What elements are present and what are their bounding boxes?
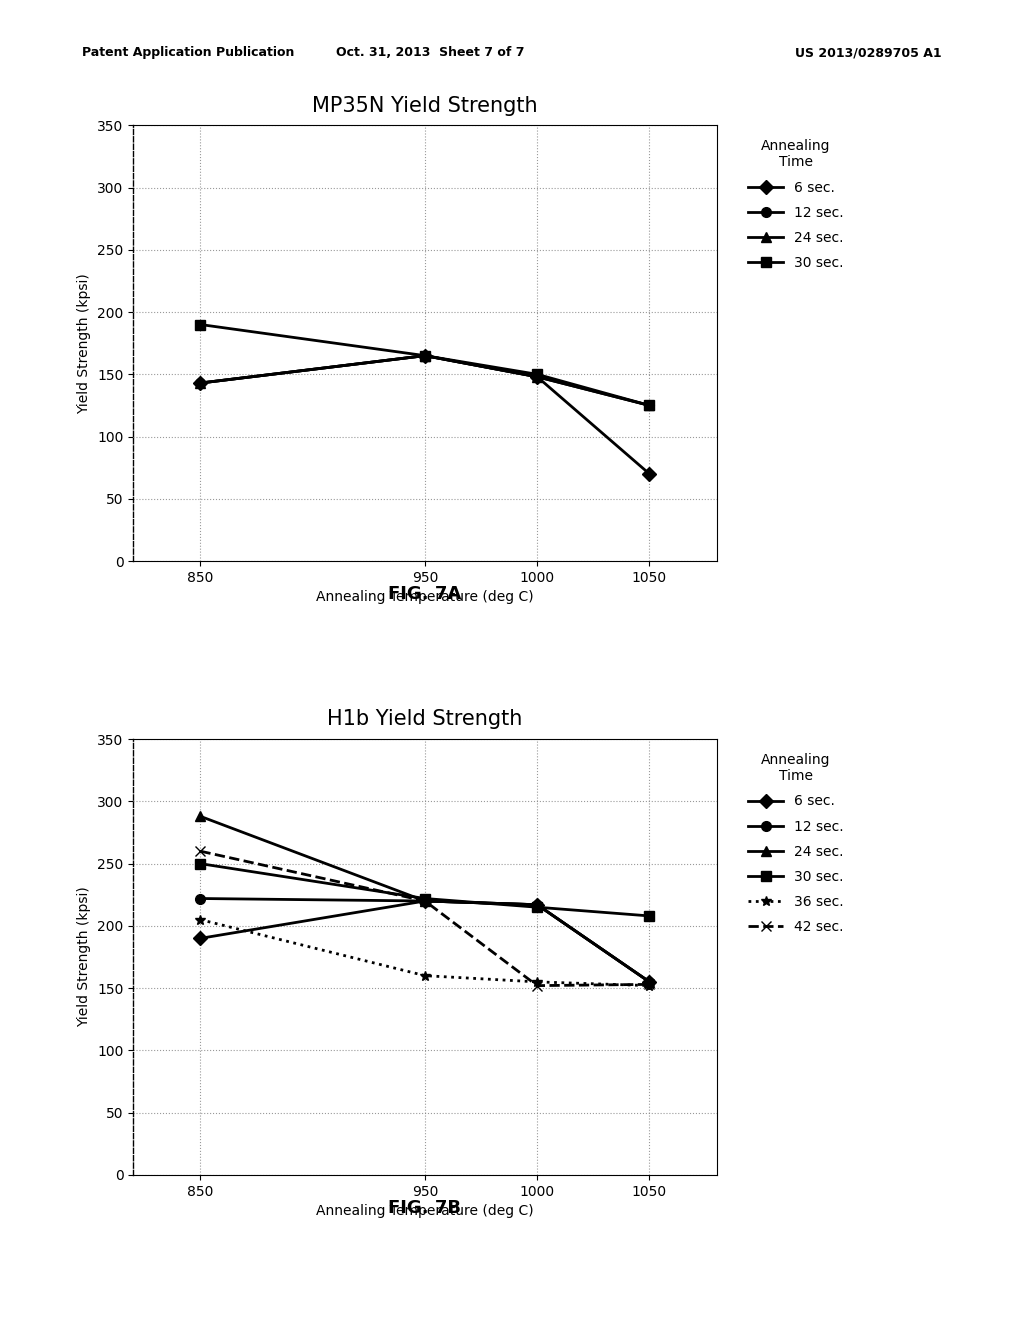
24 sec. bbox=[419, 347, 431, 363]
36 sec. bbox=[195, 912, 207, 928]
24 sec. bbox=[643, 397, 655, 413]
Line: 12 sec.: 12 sec. bbox=[196, 351, 654, 411]
Line: 36 sec.: 36 sec. bbox=[196, 915, 654, 990]
Line: 6 sec.: 6 sec. bbox=[196, 896, 654, 987]
Line: 12 sec.: 12 sec. bbox=[196, 894, 654, 987]
24 sec. bbox=[531, 368, 544, 384]
Text: FIG. 7B: FIG. 7B bbox=[388, 1199, 462, 1217]
Legend: 6 sec., 12 sec., 24 sec., 30 sec., 36 sec., 42 sec.: 6 sec., 12 sec., 24 sec., 30 sec., 36 se… bbox=[741, 746, 851, 941]
Legend: 6 sec., 12 sec., 24 sec., 30 sec.: 6 sec., 12 sec., 24 sec., 30 sec. bbox=[741, 132, 851, 277]
24 sec. bbox=[195, 375, 207, 391]
24 sec. bbox=[419, 894, 431, 909]
30 sec. bbox=[643, 908, 655, 924]
6 sec. bbox=[195, 931, 207, 946]
12 sec. bbox=[531, 368, 544, 384]
Text: Oct. 31, 2013  Sheet 7 of 7: Oct. 31, 2013 Sheet 7 of 7 bbox=[336, 46, 524, 59]
Text: US 2013/0289705 A1: US 2013/0289705 A1 bbox=[796, 46, 942, 59]
Y-axis label: Yield Strength (kpsi): Yield Strength (kpsi) bbox=[78, 887, 91, 1027]
12 sec. bbox=[531, 896, 544, 912]
24 sec. bbox=[195, 808, 207, 824]
6 sec. bbox=[531, 368, 544, 384]
30 sec. bbox=[419, 347, 431, 363]
6 sec. bbox=[195, 375, 207, 391]
42 sec. bbox=[643, 977, 655, 993]
24 sec. bbox=[531, 896, 544, 912]
6 sec. bbox=[531, 896, 544, 912]
12 sec. bbox=[419, 347, 431, 363]
X-axis label: Annealing Temperature (deg C): Annealing Temperature (deg C) bbox=[316, 590, 534, 605]
6 sec. bbox=[419, 894, 431, 909]
Line: 30 sec.: 30 sec. bbox=[196, 319, 654, 411]
30 sec. bbox=[643, 397, 655, 413]
Y-axis label: Yield Strength (kpsi): Yield Strength (kpsi) bbox=[78, 273, 91, 413]
Text: Patent Application Publication: Patent Application Publication bbox=[82, 46, 294, 59]
Line: 6 sec.: 6 sec. bbox=[196, 351, 654, 479]
12 sec. bbox=[195, 891, 207, 907]
36 sec. bbox=[643, 978, 655, 994]
12 sec. bbox=[195, 375, 207, 391]
Title: MP35N Yield Strength: MP35N Yield Strength bbox=[312, 95, 538, 116]
30 sec. bbox=[531, 367, 544, 383]
24 sec. bbox=[643, 974, 655, 990]
42 sec. bbox=[195, 843, 207, 859]
30 sec. bbox=[195, 855, 207, 871]
42 sec. bbox=[419, 894, 431, 909]
42 sec. bbox=[531, 978, 544, 994]
12 sec. bbox=[643, 397, 655, 413]
30 sec. bbox=[419, 891, 431, 907]
6 sec. bbox=[419, 347, 431, 363]
30 sec. bbox=[195, 317, 207, 333]
36 sec. bbox=[531, 974, 544, 990]
6 sec. bbox=[643, 974, 655, 990]
Line: 30 sec.: 30 sec. bbox=[196, 859, 654, 921]
30 sec. bbox=[531, 899, 544, 915]
Line: 24 sec.: 24 sec. bbox=[196, 812, 654, 987]
Line: 42 sec.: 42 sec. bbox=[196, 846, 654, 990]
Title: H1b Yield Strength: H1b Yield Strength bbox=[328, 709, 522, 730]
12 sec. bbox=[643, 974, 655, 990]
36 sec. bbox=[419, 968, 431, 983]
6 sec. bbox=[643, 466, 655, 482]
Line: 24 sec.: 24 sec. bbox=[196, 351, 654, 411]
12 sec. bbox=[419, 894, 431, 909]
X-axis label: Annealing Temperature (deg C): Annealing Temperature (deg C) bbox=[316, 1204, 534, 1218]
Text: FIG. 7A: FIG. 7A bbox=[388, 585, 462, 603]
